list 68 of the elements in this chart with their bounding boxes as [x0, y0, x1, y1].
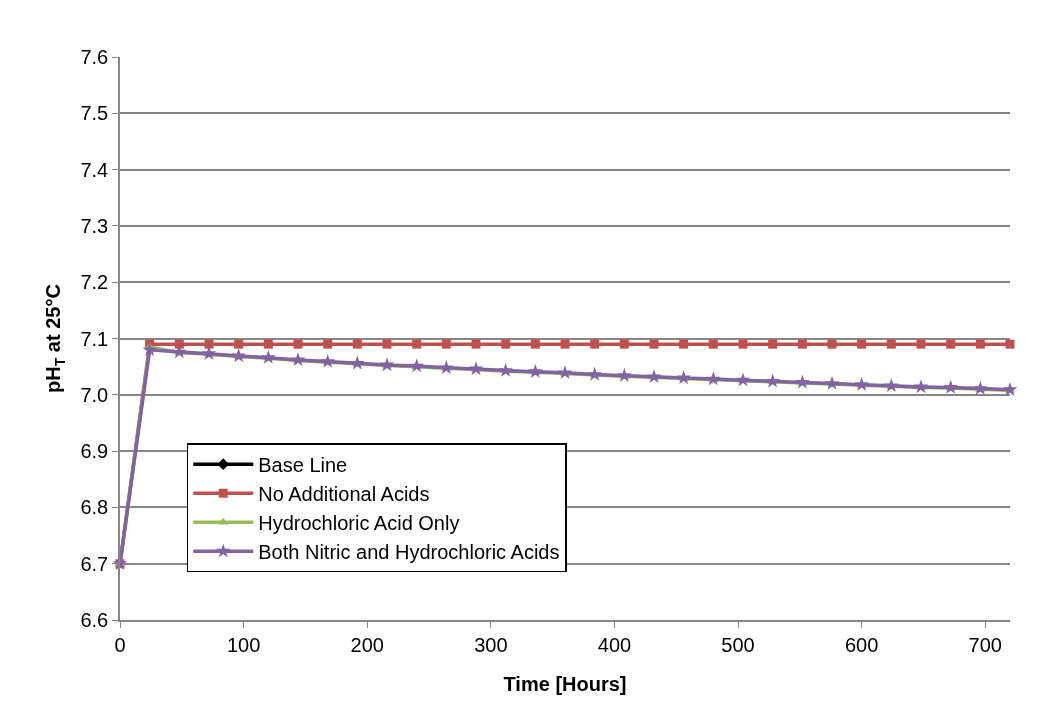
point: [884, 378, 899, 393]
point: [854, 376, 869, 391]
point: [234, 339, 244, 349]
y-tick-label: 6.8: [80, 496, 109, 519]
x-tick-label: 700: [968, 633, 1002, 656]
point: [204, 339, 214, 349]
point: [975, 339, 985, 349]
point: [501, 339, 511, 349]
legend-label: No Additional Acids: [258, 482, 430, 505]
y-tick-label: 7.2: [80, 271, 109, 294]
point: [320, 353, 335, 368]
point: [946, 339, 956, 349]
point: [619, 339, 629, 349]
point: [827, 339, 837, 349]
point: [323, 339, 333, 349]
legend-label: Base Line: [258, 453, 348, 476]
point: [916, 339, 926, 349]
point: [471, 339, 481, 349]
x-tick-label: 0: [114, 633, 126, 656]
x-tick-label: 200: [350, 633, 384, 656]
y-tick-label: 7.6: [80, 46, 109, 68]
point: [590, 339, 600, 349]
point: [261, 349, 276, 364]
point: [708, 339, 718, 349]
point: [738, 339, 748, 349]
point: [439, 360, 454, 375]
x-tick-label: 500: [721, 633, 755, 656]
point: [498, 362, 513, 377]
point: [1005, 339, 1015, 349]
legend-label: Both Nitric and Hydrochloric Acids: [258, 540, 560, 563]
point: [293, 339, 303, 349]
point: [560, 339, 570, 349]
point: [768, 339, 778, 349]
point: [617, 367, 632, 382]
y-tick-label: 7.4: [80, 158, 109, 181]
point: [824, 375, 840, 390]
point: [857, 339, 867, 349]
y-tick-label: 6.6: [80, 609, 109, 631]
point: [174, 339, 184, 349]
point: [412, 339, 422, 349]
x-tick-label: 300: [474, 633, 508, 656]
point: [530, 339, 540, 349]
point: [646, 369, 662, 384]
x-tick-label: 600: [844, 633, 879, 656]
y-tick-label: 7.0: [80, 383, 109, 406]
x-tick-label: 400: [597, 633, 632, 656]
y-tick-label: 7.5: [80, 102, 109, 125]
x-axis-title: Time [Hours]: [503, 672, 627, 695]
point: [943, 379, 958, 394]
y-tick-label: 6.9: [80, 440, 109, 463]
point: [886, 339, 896, 349]
point: [352, 339, 362, 349]
point: [679, 339, 689, 349]
point: [263, 339, 273, 349]
point: [973, 380, 988, 395]
point: [795, 374, 810, 389]
point: [172, 344, 187, 359]
x-tick-label: 100: [226, 633, 261, 656]
point: [797, 339, 807, 349]
point: [382, 339, 392, 349]
y-tick-label: 7.3: [80, 214, 109, 237]
point: [587, 366, 602, 381]
point: [441, 339, 451, 349]
legend-label: Hydrochloric Acid Only: [258, 511, 460, 534]
y-tick-label: 7.1: [80, 327, 109, 350]
y-tick-label: 6.7: [80, 552, 109, 575]
point: [142, 342, 157, 356]
point: [649, 339, 659, 349]
